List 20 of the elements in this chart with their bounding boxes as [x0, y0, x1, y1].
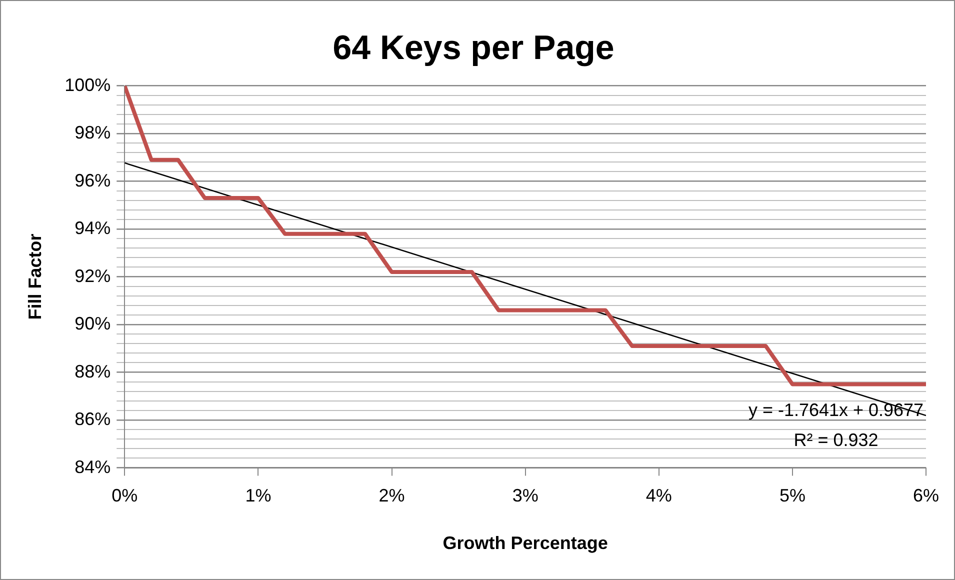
y-tick-label: 92% — [74, 266, 111, 286]
y-tick-label: 84% — [74, 456, 111, 477]
y-tick-label: 100% — [64, 74, 111, 95]
x-tick-label: 4% — [646, 486, 672, 506]
chart-title: 64 Keys per Page — [332, 28, 614, 67]
x-tick-label: 2% — [378, 486, 405, 506]
x-axis-title: Growth Percentage — [442, 533, 608, 554]
y-tick-label: 90% — [74, 314, 111, 334]
y-axis-title: Fill Factor — [24, 234, 45, 320]
y-tick-label: 88% — [74, 361, 111, 382]
y-tick-label: 94% — [74, 218, 111, 238]
x-tick-label: 0% — [112, 486, 138, 506]
y-tick-label: 86% — [74, 409, 111, 430]
annotation: R² = 0.932 — [794, 430, 878, 450]
y-tick-label: 98% — [74, 122, 111, 143]
y-tick-label: 96% — [74, 170, 111, 190]
x-tick-label: 3% — [512, 486, 538, 506]
x-tick-label: 6% — [912, 486, 940, 506]
x-tick-label: 1% — [245, 486, 272, 506]
x-tick-label: 5% — [779, 486, 806, 506]
